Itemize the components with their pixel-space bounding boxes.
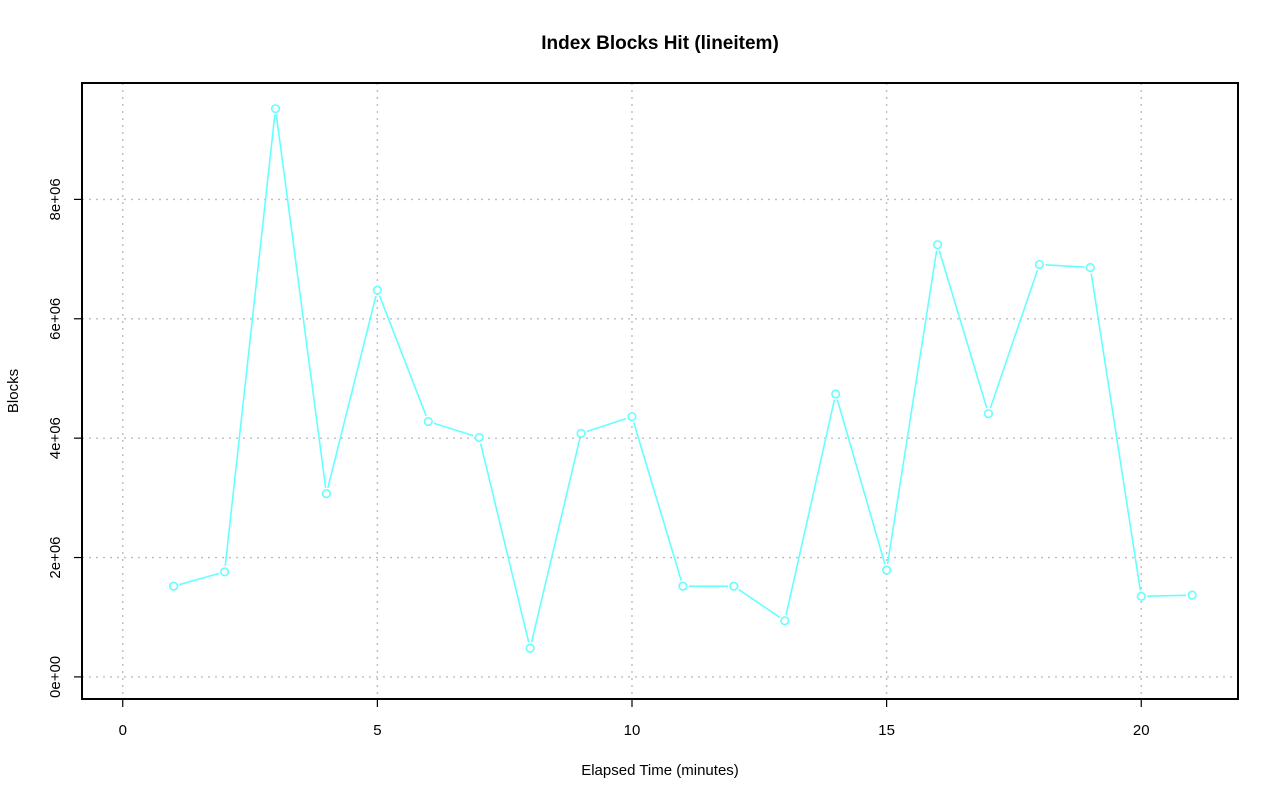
series-line-segment xyxy=(886,250,938,565)
series-line-segment xyxy=(1090,273,1142,591)
data-point xyxy=(321,489,332,499)
series-line-segment xyxy=(586,417,627,433)
y-tick-label: 2e+06 xyxy=(47,536,64,578)
x-tick-label: 10 xyxy=(624,722,641,739)
y-tick-label: 4e+06 xyxy=(47,417,64,459)
data-point xyxy=(474,432,484,443)
x-tick-label: 15 xyxy=(878,722,895,739)
data-point xyxy=(678,581,688,591)
series-line-segment xyxy=(1147,594,1187,597)
y-tick-label: 0e+00 xyxy=(47,656,64,698)
data-point xyxy=(1034,259,1044,270)
y-axis-label: Blocks xyxy=(5,369,22,413)
series-line-segment xyxy=(179,572,220,586)
plot-frame xyxy=(81,82,1239,700)
axes: 0 5 10 15 20 0e+00 2e+06 4e+06 6e+06 8e+06 xyxy=(47,178,1150,739)
series-line-segment xyxy=(224,114,276,566)
data-point xyxy=(219,567,230,577)
data-point xyxy=(627,412,637,422)
plot-area xyxy=(169,104,1197,653)
data-point xyxy=(729,581,739,591)
x-axis-label: Elapsed Time (minutes) xyxy=(581,762,739,779)
data-point xyxy=(983,409,994,419)
series-line-segment xyxy=(989,269,1039,409)
y-tick-label: 6e+06 xyxy=(47,298,64,340)
series-line-segment xyxy=(378,295,427,417)
series-line-segment xyxy=(785,399,836,616)
chart-title: Index Blocks Hit (lineitem) xyxy=(541,33,779,54)
series-line-segment xyxy=(836,399,886,565)
series-line-segment xyxy=(530,439,581,643)
data-point xyxy=(1187,590,1197,600)
series-line-segment xyxy=(632,422,682,581)
series-line-segment xyxy=(479,443,530,643)
series-line-segment xyxy=(1045,264,1085,268)
series-line-segment xyxy=(738,588,781,619)
x-tick-label: 0 xyxy=(119,722,127,739)
data-point xyxy=(1136,591,1146,601)
series-line-segment xyxy=(275,114,327,488)
x-tick-label: 5 xyxy=(373,722,381,739)
series-line-segment xyxy=(327,295,377,489)
data-point xyxy=(270,104,281,114)
series-line-segment xyxy=(938,250,988,409)
y-tick-label: 8e+06 xyxy=(47,178,64,220)
data-point xyxy=(780,616,790,626)
data-point xyxy=(882,565,892,575)
data-point xyxy=(932,240,943,250)
data-point xyxy=(525,643,535,653)
x-tick-label: 20 xyxy=(1133,722,1150,739)
series-line-segment xyxy=(433,422,474,437)
data-point xyxy=(831,389,841,399)
data-point xyxy=(1085,262,1095,273)
data-point xyxy=(372,285,382,295)
data-point xyxy=(576,428,586,438)
grid xyxy=(82,83,1238,699)
data-point xyxy=(423,416,433,427)
data-point xyxy=(169,581,179,591)
